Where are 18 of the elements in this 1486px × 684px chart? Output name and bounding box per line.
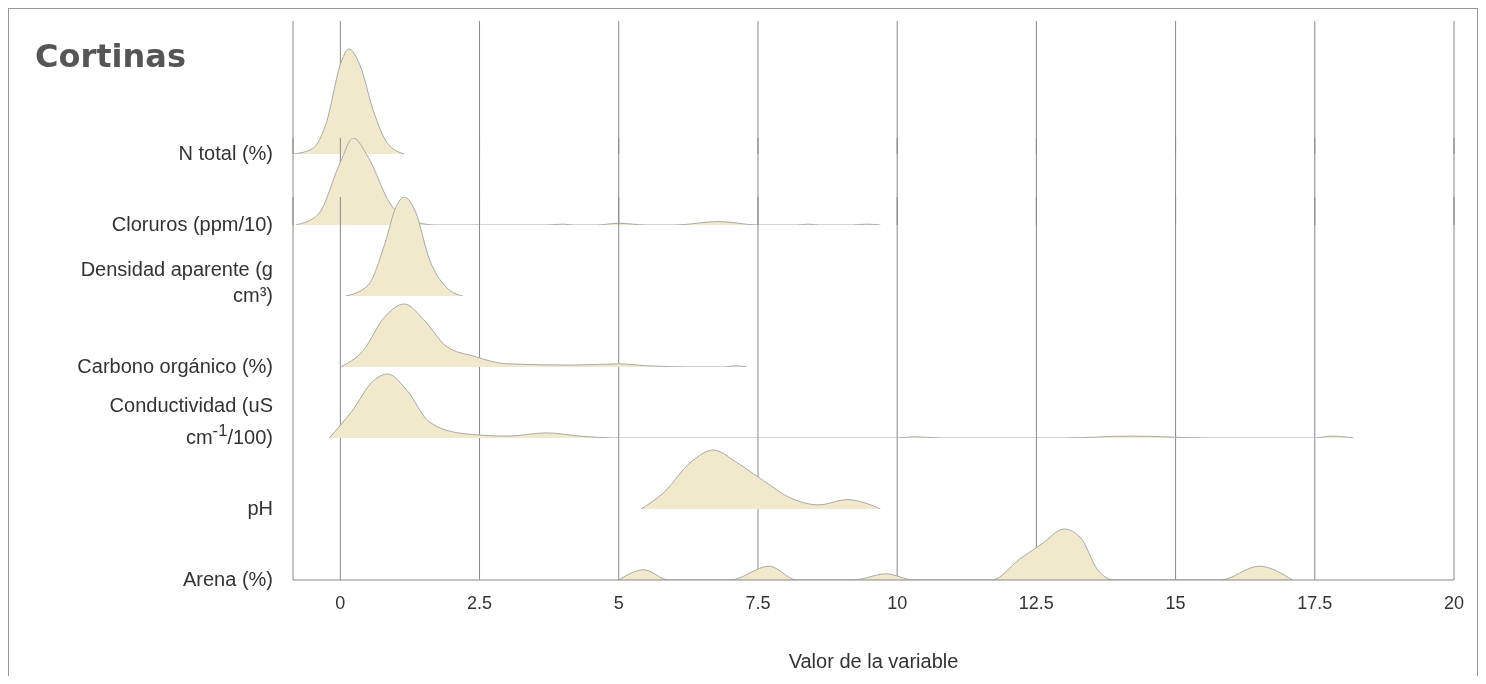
x-tick-label: 15 xyxy=(1165,592,1186,613)
text: Carbono orgánico (%) xyxy=(77,354,273,379)
x-tick-label: 7.5 xyxy=(745,592,771,613)
x-tick-label: 10 xyxy=(887,592,908,613)
series-label: Cloruros (ppm/10) xyxy=(111,212,273,237)
chart-title: Cortinas xyxy=(35,37,186,75)
text: Densidad aparente (g cm³) xyxy=(79,257,273,308)
text: Conductividad (uS cm$^{-1}$/100) xyxy=(108,393,273,450)
x-tick-label: 5 xyxy=(613,592,624,613)
series-label: N total (%) xyxy=(178,141,273,166)
text: Arena (%) xyxy=(182,567,273,592)
x-tick-label: 12.5 xyxy=(1018,592,1054,613)
text: pH xyxy=(247,496,273,521)
x-tick-label: 17.5 xyxy=(1297,592,1333,613)
x-axis-title: Valor de la variable xyxy=(787,650,960,673)
x-tick-label: 20 xyxy=(1443,592,1465,613)
x-tick-label: 0 xyxy=(335,592,346,613)
x-tick-label: 2.5 xyxy=(467,592,493,613)
